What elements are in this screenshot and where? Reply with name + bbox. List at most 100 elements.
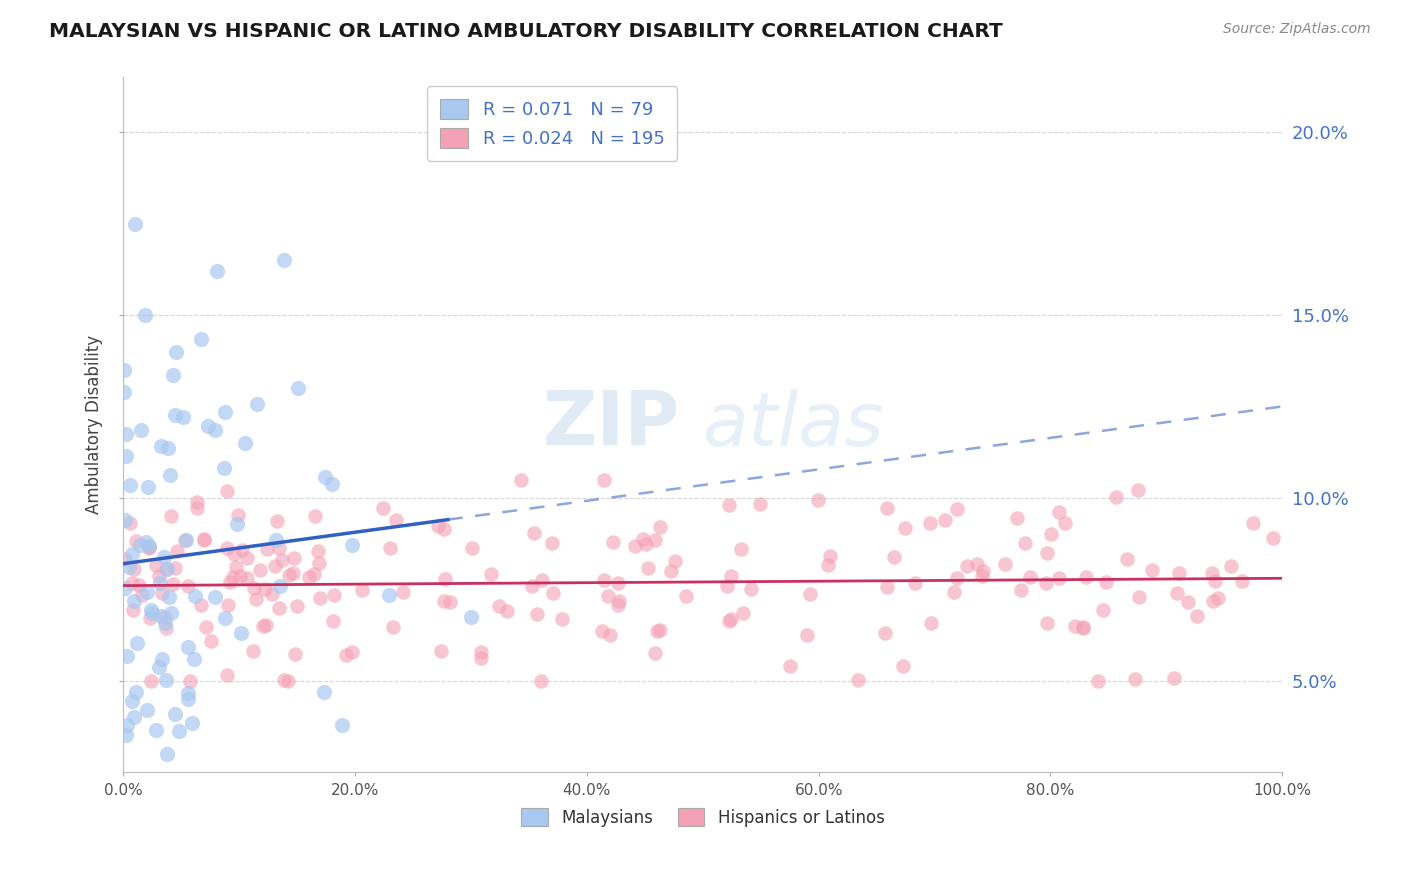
Point — [1163, 671, 1185, 685]
Point — [607, 599, 630, 613]
Point — [972, 564, 994, 578]
Point — [644, 646, 666, 660]
Point — [648, 520, 671, 534]
Point — [1241, 516, 1264, 530]
Point — [139, 603, 162, 617]
Point — [155, 673, 177, 687]
Point — [430, 644, 453, 658]
Point — [215, 483, 238, 498]
Point — [266, 514, 288, 528]
Point — [214, 611, 236, 625]
Point — [131, 588, 153, 602]
Point — [269, 579, 291, 593]
Point — [470, 645, 492, 659]
Point — [114, 551, 136, 566]
Point — [121, 547, 143, 561]
Point — [134, 308, 156, 322]
Point — [1219, 558, 1241, 573]
Point — [145, 558, 167, 573]
Point — [122, 594, 145, 608]
Point — [382, 620, 405, 634]
Point — [229, 569, 252, 583]
Point — [718, 498, 741, 512]
Point — [222, 570, 245, 584]
Point — [155, 621, 177, 635]
Point — [156, 747, 179, 761]
Point — [124, 217, 146, 231]
Point — [541, 586, 564, 600]
Point — [242, 643, 264, 657]
Point — [246, 397, 269, 411]
Point — [540, 536, 562, 550]
Point — [307, 544, 329, 558]
Point — [215, 541, 238, 555]
Point — [807, 493, 830, 508]
Point — [479, 567, 502, 582]
Point — [659, 564, 682, 578]
Point — [314, 470, 336, 484]
Point — [243, 581, 266, 595]
Point — [352, 582, 374, 597]
Point — [156, 441, 179, 455]
Point — [304, 566, 326, 581]
Text: Source: ZipAtlas.com: Source: ZipAtlas.com — [1223, 22, 1371, 37]
Point — [675, 589, 697, 603]
Point — [1071, 621, 1094, 635]
Point — [190, 332, 212, 346]
Point — [114, 426, 136, 441]
Point — [121, 576, 143, 591]
Point — [283, 550, 305, 565]
Point — [733, 607, 755, 621]
Point — [118, 477, 141, 491]
Point — [631, 532, 654, 546]
Point — [269, 541, 291, 555]
Point — [186, 495, 208, 509]
Point — [599, 628, 621, 642]
Point — [1263, 531, 1285, 545]
Point — [636, 537, 658, 551]
Point — [176, 533, 198, 547]
Point — [226, 508, 249, 523]
Point — [1185, 608, 1208, 623]
Point — [162, 577, 184, 591]
Y-axis label: Ambulatory Disability: Ambulatory Disability — [86, 335, 103, 515]
Point — [273, 253, 295, 268]
Point — [1010, 582, 1032, 597]
Point — [214, 404, 236, 418]
Point — [904, 575, 927, 590]
Point — [222, 547, 245, 561]
Point — [664, 554, 686, 568]
Point — [749, 497, 772, 511]
Point — [193, 532, 215, 546]
Point — [1054, 516, 1077, 530]
Point — [153, 549, 176, 564]
Point — [308, 591, 330, 605]
Point — [204, 591, 226, 605]
Point — [994, 557, 1017, 571]
Point — [114, 729, 136, 743]
Point — [321, 477, 343, 491]
Point — [115, 718, 138, 732]
Point — [920, 616, 942, 631]
Point — [231, 542, 253, 557]
Point — [254, 582, 277, 596]
Point — [225, 517, 247, 532]
Point — [163, 409, 186, 423]
Point — [264, 533, 287, 548]
Point — [1049, 571, 1071, 585]
Point — [876, 580, 898, 594]
Text: ZIP: ZIP — [543, 388, 679, 461]
Point — [138, 541, 160, 555]
Point — [249, 563, 271, 577]
Point — [606, 576, 628, 591]
Point — [1095, 575, 1118, 590]
Point — [848, 673, 870, 688]
Point — [531, 573, 554, 587]
Point — [200, 633, 222, 648]
Point — [1166, 585, 1188, 599]
Point — [159, 606, 181, 620]
Point — [645, 624, 668, 638]
Point — [135, 535, 157, 549]
Point — [1073, 620, 1095, 634]
Point — [1230, 574, 1253, 588]
